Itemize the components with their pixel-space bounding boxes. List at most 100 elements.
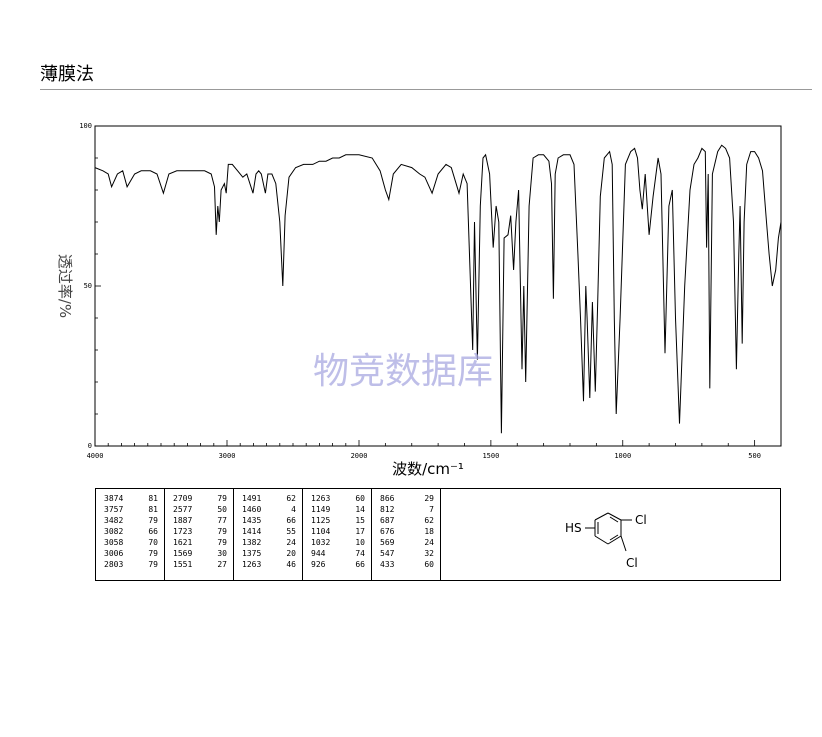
x-tick-label: 1000 xyxy=(614,452,631,460)
peak-row: 1375 20 xyxy=(234,548,302,559)
peak-wavenumber: 1621 xyxy=(173,538,193,547)
peak-row: 3482 79 xyxy=(96,515,164,526)
peak-row: 926 66 xyxy=(303,559,371,570)
peak-transmittance: 81 xyxy=(148,494,158,503)
peak-row: 433 60 xyxy=(372,559,440,570)
peak-wavenumber: 1414 xyxy=(242,527,262,536)
peak-transmittance: 10 xyxy=(355,538,365,547)
peak-column: 866 29 812 7 687 62 676 18 569 24 547 32 433 60 xyxy=(372,489,441,580)
peak-wavenumber: 676 xyxy=(380,527,395,536)
x-tick-label: 500 xyxy=(748,452,761,460)
structure-diagram: HS Cl Cl xyxy=(441,489,781,580)
peak-row: 1435 66 xyxy=(234,515,302,526)
peak-row: 3874 81 xyxy=(96,493,164,504)
peak-wavenumber: 866 xyxy=(380,494,395,503)
y-axis-label: 透过率/% xyxy=(56,254,74,318)
peak-transmittance: 79 xyxy=(217,494,227,503)
peak-row: 676 18 xyxy=(372,526,440,537)
peak-row: 944 74 xyxy=(303,548,371,559)
x-tick-label: 2000 xyxy=(351,452,368,460)
peak-wavenumber: 1887 xyxy=(173,516,193,525)
x-axis-label: 波数/cm⁻¹ xyxy=(392,460,464,478)
peak-row: 1032 10 xyxy=(303,537,371,548)
peak-transmittance: 30 xyxy=(217,549,227,558)
peak-wavenumber: 1375 xyxy=(242,549,262,558)
peak-row: 1460 4 xyxy=(234,504,302,515)
peak-row: 1887 77 xyxy=(165,515,233,526)
benzene-ring xyxy=(585,512,632,552)
peak-row: 3082 66 xyxy=(96,526,164,537)
peak-transmittance: 46 xyxy=(286,560,296,569)
peak-transmittance: 79 xyxy=(148,549,158,558)
y-tick-label: 100 xyxy=(79,122,92,130)
peak-column: 3874 81 3757 81 3482 79 3082 66 3058 70 3006 79 2803… xyxy=(96,489,165,580)
peak-row: 2709 79 xyxy=(165,493,233,504)
peak-wavenumber: 944 xyxy=(311,549,326,558)
peak-transmittance: 18 xyxy=(424,527,434,536)
peak-row: 3006 79 xyxy=(96,548,164,559)
peak-row: 866 29 xyxy=(372,493,440,504)
peak-transmittance: 17 xyxy=(355,527,365,536)
peak-transmittance: 66 xyxy=(286,516,296,525)
axis-ticks xyxy=(94,125,782,447)
title-divider xyxy=(40,89,812,90)
peak-row: 1149 14 xyxy=(303,504,371,515)
peak-wavenumber: 1491 xyxy=(242,494,262,503)
peak-wavenumber: 3006 xyxy=(104,549,124,558)
peak-wavenumber: 1551 xyxy=(173,560,193,569)
peak-transmittance: 81 xyxy=(148,505,158,514)
peak-wavenumber: 1723 xyxy=(173,527,193,536)
cl-label-bottom: Cl xyxy=(626,556,638,570)
peak-transmittance: 15 xyxy=(355,516,365,525)
peak-row: 1125 15 xyxy=(303,515,371,526)
molecule-structure: HS Cl Cl xyxy=(565,512,647,570)
peak-row: 1414 55 xyxy=(234,526,302,537)
peak-transmittance: 60 xyxy=(424,560,434,569)
x-tick-label: 3000 xyxy=(219,452,236,460)
peak-row: 812 7 xyxy=(372,504,440,515)
peak-transmittance: 60 xyxy=(355,494,365,503)
peak-wavenumber: 1435 xyxy=(242,516,262,525)
peak-wavenumber: 687 xyxy=(380,516,395,525)
peak-transmittance: 20 xyxy=(286,549,296,558)
peak-row: 1382 24 xyxy=(234,537,302,548)
peak-transmittance: 79 xyxy=(148,516,158,525)
watermark-text: 物竞数据库 xyxy=(313,351,493,392)
peak-wavenumber: 1149 xyxy=(311,505,331,514)
peak-transmittance: 50 xyxy=(217,505,227,514)
peak-wavenumber: 3757 xyxy=(104,505,124,514)
y-tick-label: 50 xyxy=(84,282,92,290)
peak-transmittance: 79 xyxy=(217,538,227,547)
peak-transmittance: 70 xyxy=(148,538,158,547)
peak-row: 1569 30 xyxy=(165,548,233,559)
peak-column: 1263 60 1149 14 1125 15 1104 17 1032 10 944 74 926 66 xyxy=(303,489,372,580)
peak-row: 569 24 xyxy=(372,537,440,548)
peak-wavenumber: 812 xyxy=(380,505,395,514)
x-tick-label: 4000 xyxy=(87,452,104,460)
peak-transmittance: 77 xyxy=(217,516,227,525)
peak-row: 1621 79 xyxy=(165,537,233,548)
peak-transmittance: 4 xyxy=(291,505,296,514)
peak-transmittance: 66 xyxy=(148,527,158,536)
peak-transmittance: 66 xyxy=(355,560,365,569)
peak-wavenumber: 1263 xyxy=(242,560,262,569)
peak-wavenumber: 1382 xyxy=(242,538,262,547)
peak-transmittance: 29 xyxy=(424,494,434,503)
peak-wavenumber: 1104 xyxy=(311,527,331,536)
peak-wavenumber: 2577 xyxy=(173,505,193,514)
peak-transmittance: 74 xyxy=(355,549,365,558)
peak-row: 687 62 xyxy=(372,515,440,526)
peak-wavenumber: 1125 xyxy=(311,516,331,525)
cl-label-top: Cl xyxy=(635,513,647,527)
peak-row: 3757 81 xyxy=(96,504,164,515)
peak-table-columns: 3874 81 3757 81 3482 79 3082 66 3058 70 3006 79 2803… xyxy=(96,489,441,580)
peak-wavenumber: 1460 xyxy=(242,505,262,514)
peak-row: 547 32 xyxy=(372,548,440,559)
peak-row: 1491 62 xyxy=(234,493,302,504)
peak-transmittance: 27 xyxy=(217,560,227,569)
peak-transmittance: 55 xyxy=(286,527,296,536)
peak-transmittance: 62 xyxy=(424,516,434,525)
peak-transmittance: 32 xyxy=(424,549,434,558)
peak-transmittance: 79 xyxy=(217,527,227,536)
peak-column: 2709 79 2577 50 1887 77 1723 79 1621 79 1569 30 1551… xyxy=(165,489,234,580)
